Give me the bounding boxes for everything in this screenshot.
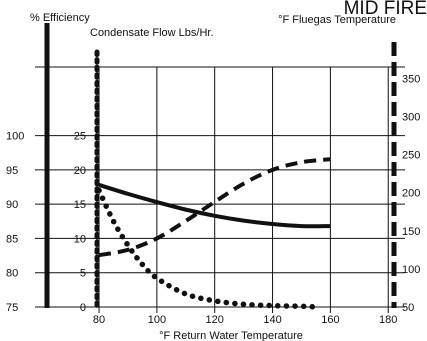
efficiency-tick-label: 100 [6,131,24,143]
condensate-axis-label: Condensate Flow Lbs/Hr. [90,27,214,39]
fluegas-tick-label: 100 [402,264,420,276]
fluegas-tick-label: 250 [402,150,420,162]
x-tick-label: 140 [263,314,281,326]
fluegas-tick-label: 200 [402,188,420,200]
x-axis-label: °F Return Water Temperature [159,330,303,341]
condensate-tick-label: 0 [80,302,86,314]
chart-title: MID FIRE [344,0,427,19]
condensate-tick-label: 25 [74,131,86,143]
fluegas-tick-label: 350 [402,73,420,85]
condensate-tick-label: 20 [74,165,86,177]
condensate-tick-label: 5 [80,268,86,280]
x-tick-label: 180 [379,314,397,326]
efficiency-series-line [98,183,331,229]
condensate-series-line [96,187,319,310]
efficiency-tick-label: 80 [6,268,18,280]
x-tick-label: 100 [148,314,166,326]
x-tick-label: 120 [206,314,224,326]
fluegas-tick-label: 300 [402,112,420,124]
fluegas-axis-label: °F Fluegas Temperature [278,14,396,26]
efficiency-tick-label: 75 [6,302,18,314]
fluegas-series-line [98,157,331,258]
efficiency-tick-label: 90 [6,199,18,211]
condensate-tick-label: 10 [74,233,86,245]
efficiency-tick-label: 95 [6,165,18,177]
x-tick-label: 160 [321,314,339,326]
x-tick-label: 80 [93,314,105,326]
condensate-tick-label: 15 [74,199,86,211]
fluegas-tick-label: 150 [402,226,420,238]
efficiency-axis-label: % Efficiency [30,12,90,24]
fluegas-tick-label: 50 [402,302,414,314]
efficiency-tick-label: 85 [6,233,18,245]
